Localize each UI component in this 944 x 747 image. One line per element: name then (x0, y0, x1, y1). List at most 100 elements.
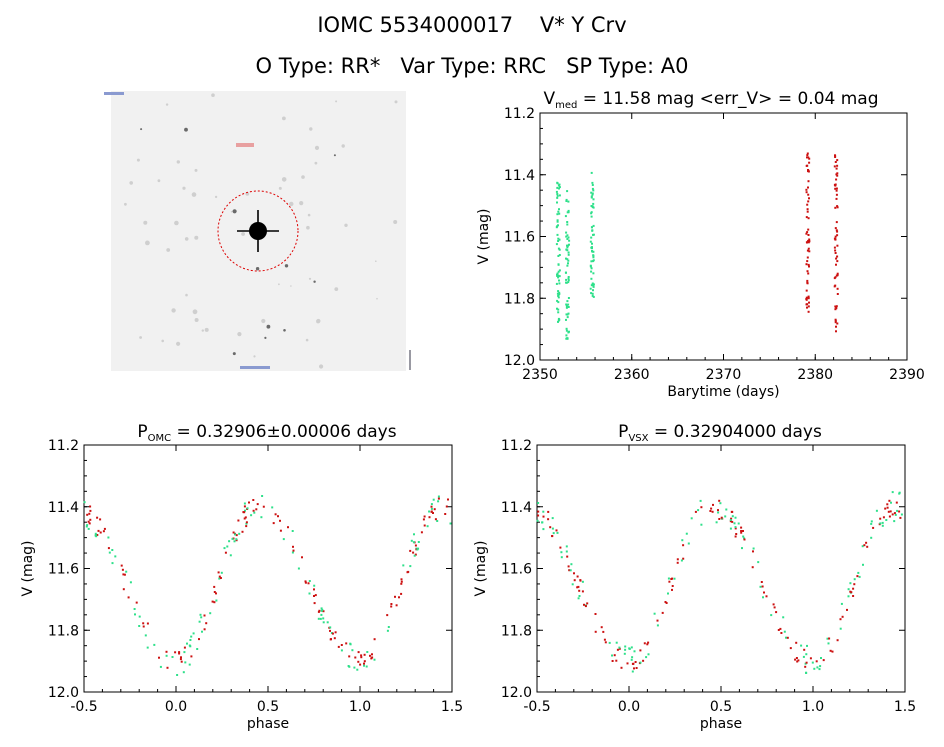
data-point (83, 501, 86, 504)
time-series-plot: Vmed = 11.58 mag <err_V> = 0.04 mag 2350… (476, 89, 925, 400)
data-point (836, 205, 839, 208)
data-point (353, 666, 356, 669)
data-point (371, 653, 373, 656)
data-point (584, 605, 587, 608)
data-point (176, 674, 179, 676)
data-point (633, 650, 636, 653)
data-point (589, 287, 592, 290)
data-point (777, 629, 780, 631)
data-point (542, 510, 545, 513)
data-point (603, 638, 606, 641)
data-point (416, 548, 419, 551)
data-point (566, 190, 569, 193)
data-point (122, 588, 125, 591)
data-point (805, 296, 808, 299)
data-point (566, 221, 569, 223)
data-point (567, 297, 570, 299)
data-point (238, 532, 241, 535)
data-point (805, 232, 808, 235)
data-point (437, 495, 440, 498)
data-point (590, 277, 593, 280)
finder-speck (394, 100, 398, 104)
data-point (291, 551, 294, 554)
data-point (866, 545, 869, 548)
finder-speck (157, 179, 161, 183)
data-point (557, 224, 559, 227)
data-point (591, 184, 594, 186)
data-point (729, 520, 732, 523)
data-point (576, 586, 579, 589)
data-point (805, 188, 808, 191)
data-point (763, 591, 765, 594)
data-point (581, 590, 584, 593)
data-point (834, 235, 837, 238)
data-point (244, 516, 247, 519)
data-point (590, 292, 593, 295)
data-point (820, 657, 822, 659)
data-point (373, 638, 376, 641)
data-point (807, 305, 810, 308)
data-point (807, 297, 810, 300)
data-point (107, 536, 110, 539)
data-point (581, 580, 584, 583)
data-point (134, 613, 136, 616)
data-point (565, 198, 568, 201)
data-point (887, 510, 890, 513)
data-point (653, 612, 656, 615)
data-point (569, 569, 572, 572)
data-point (618, 646, 621, 649)
data-point (671, 577, 674, 580)
data-point (835, 305, 838, 308)
data-point (685, 532, 688, 535)
data-point (898, 492, 901, 495)
data-point (165, 650, 168, 653)
data-point (318, 609, 321, 612)
data-point (556, 193, 559, 195)
finder-speck (393, 220, 398, 224)
data-point (556, 272, 559, 275)
data-point (752, 550, 754, 553)
data-point (765, 595, 768, 598)
data-point (557, 274, 560, 277)
data-point (556, 213, 559, 216)
finder-speck (278, 186, 282, 190)
data-point (556, 194, 559, 197)
data-point (795, 641, 798, 644)
data-point (188, 644, 191, 647)
data-point (326, 621, 329, 624)
data-point (345, 642, 348, 645)
data-point (881, 524, 884, 527)
data-point (836, 322, 839, 325)
data-point (138, 625, 141, 627)
data-point (615, 641, 618, 644)
data-point (795, 657, 798, 659)
data-point (807, 193, 810, 196)
data-point (566, 555, 569, 558)
data-point (565, 327, 568, 330)
data-point (426, 525, 429, 528)
data-point (565, 329, 568, 332)
data-point (205, 622, 208, 625)
data-point (199, 613, 202, 616)
data-point (806, 256, 809, 259)
data-point (665, 602, 668, 604)
y-tick-label: 12.0 (501, 685, 532, 701)
data-point (893, 520, 896, 523)
data-point (590, 171, 593, 174)
data-point (631, 670, 634, 673)
finder-speck (165, 103, 169, 106)
data-point (807, 228, 810, 231)
data-point (261, 495, 264, 497)
finder-speck (185, 293, 188, 297)
data-point (567, 211, 570, 214)
data-point (834, 308, 837, 311)
finder-speck (284, 264, 289, 268)
data-point (568, 330, 570, 333)
data-point (566, 264, 569, 267)
data-point (729, 527, 732, 530)
data-point (558, 279, 560, 282)
data-point (886, 503, 889, 506)
data-point (186, 642, 188, 645)
data-point (357, 651, 360, 654)
data-point (775, 611, 778, 614)
